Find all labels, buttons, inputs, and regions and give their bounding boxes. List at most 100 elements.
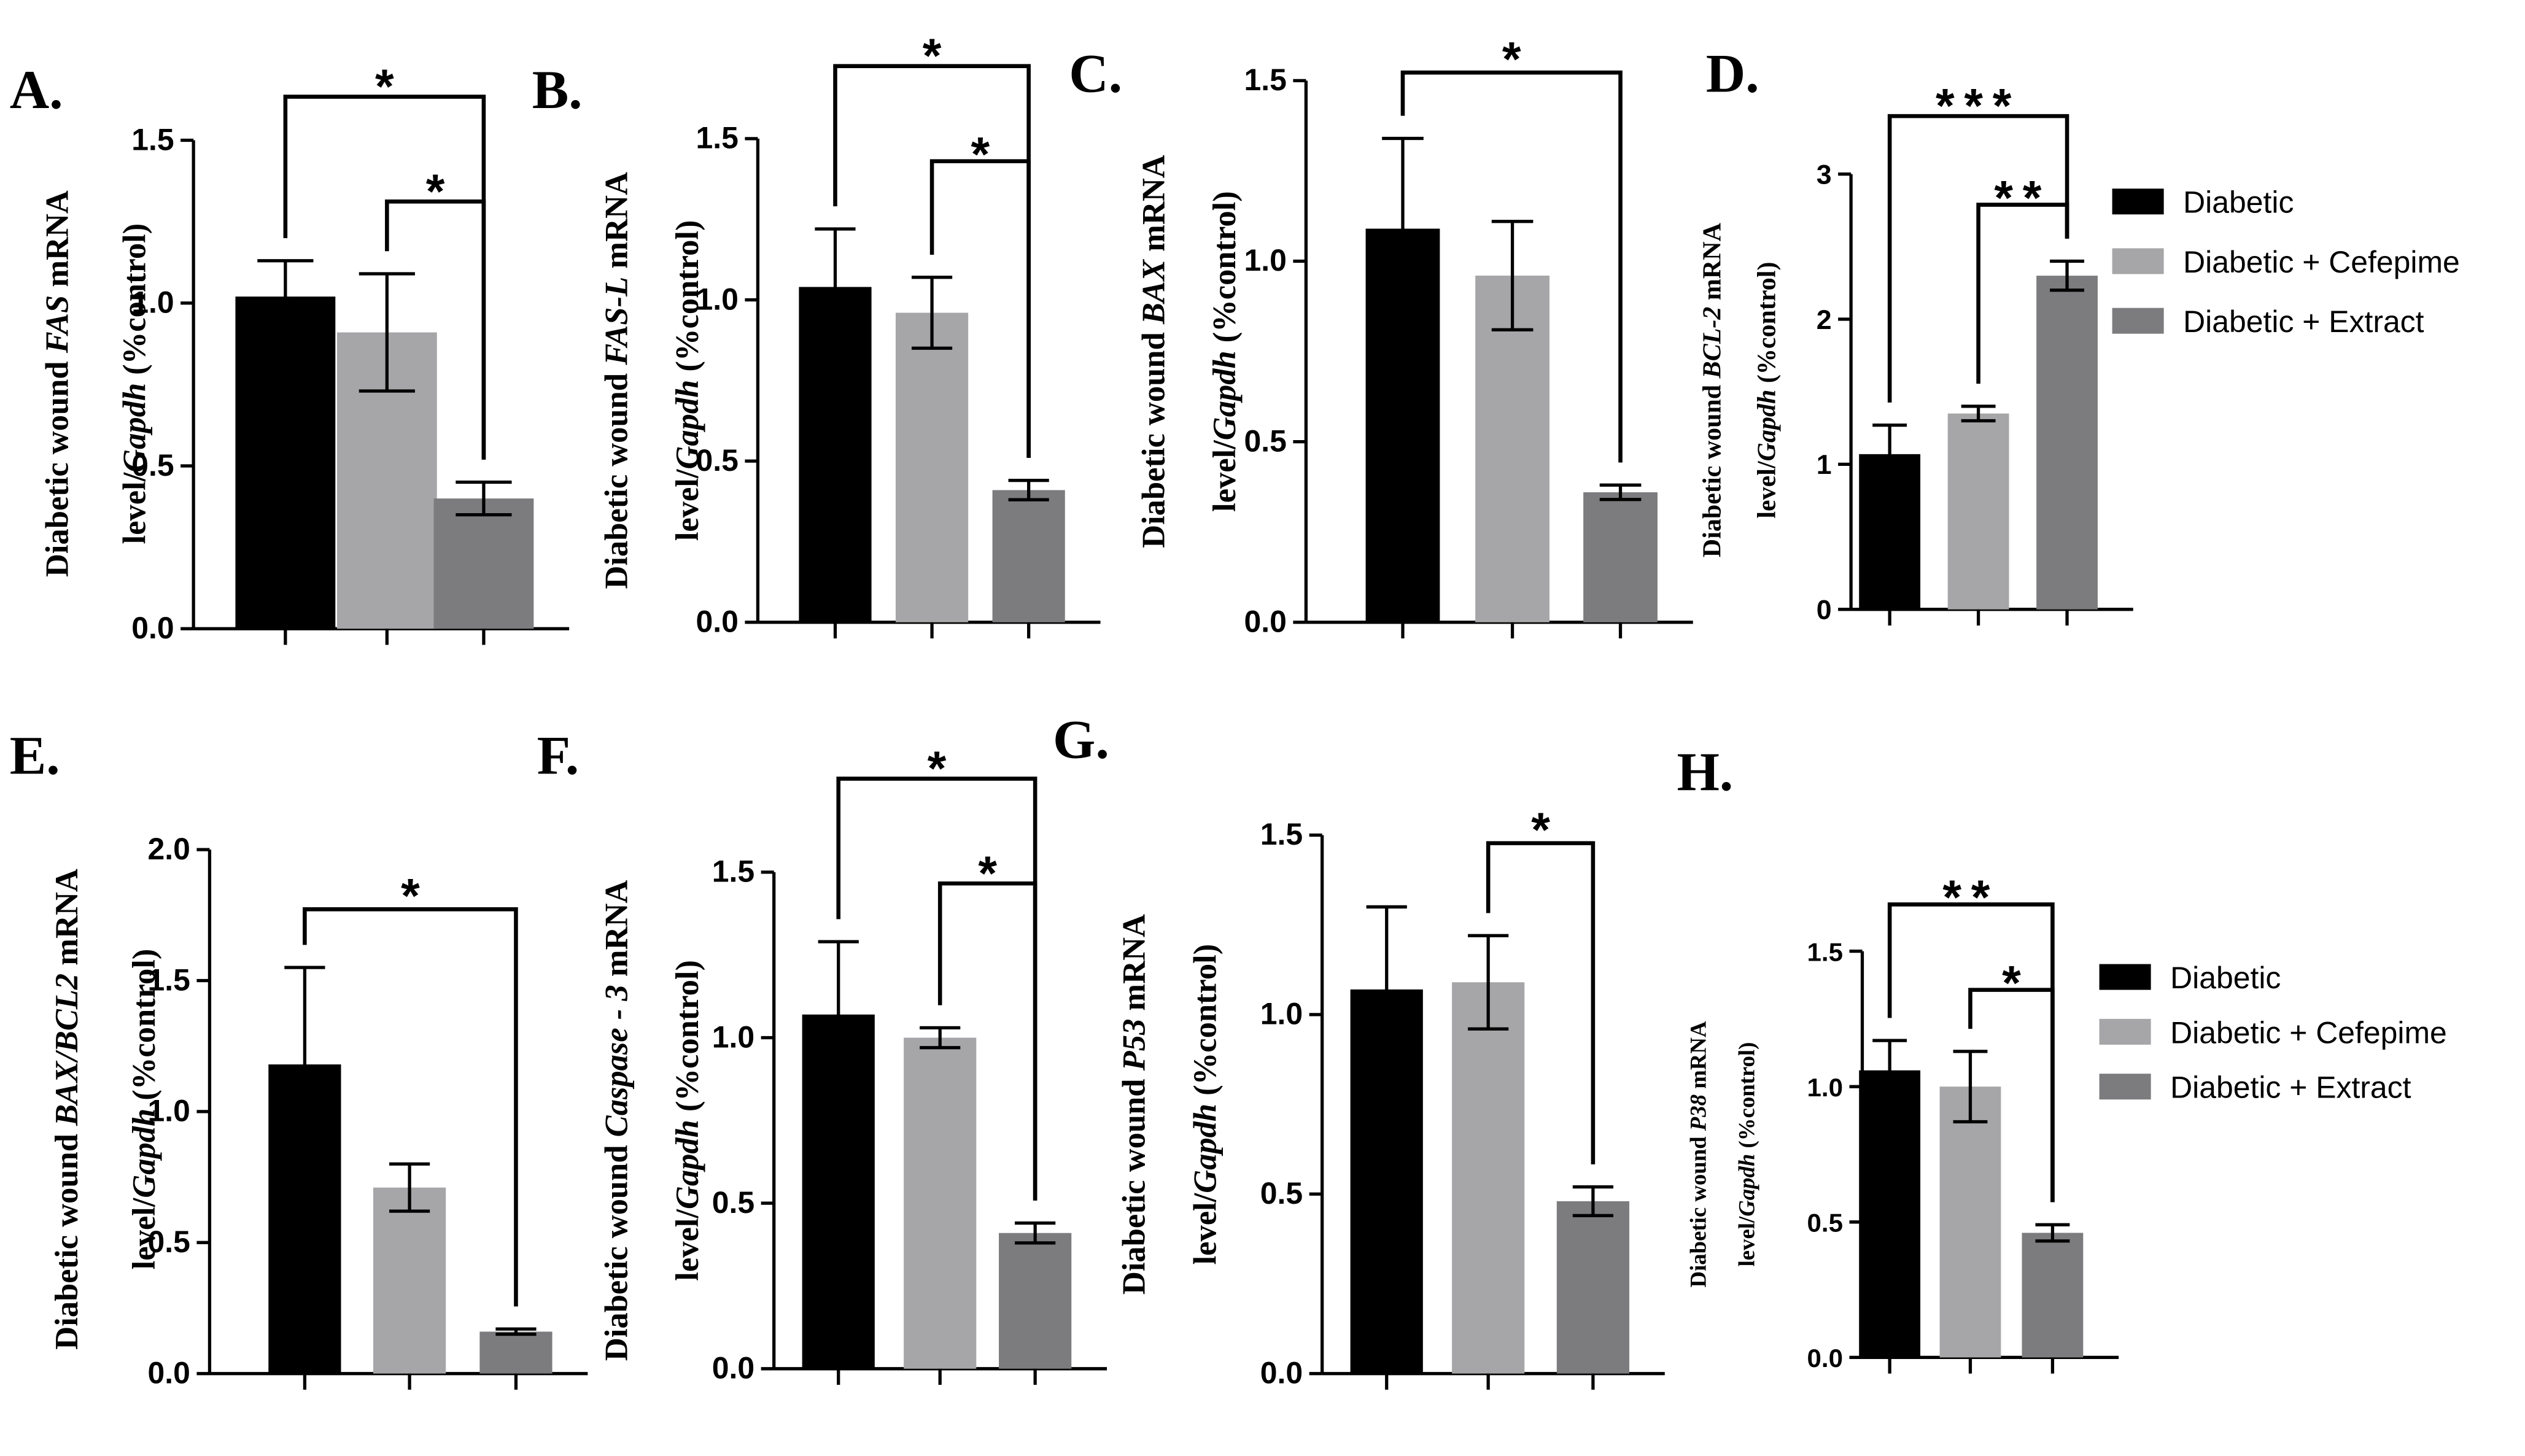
bar bbox=[235, 296, 336, 629]
y-axis-label: level/Gapdh (%control) bbox=[126, 949, 162, 1270]
y-axis-label-part: (%control) bbox=[670, 960, 705, 1120]
y-axis-label-part: (%control) bbox=[670, 220, 705, 380]
y-tick-label: 1.0 bbox=[1244, 243, 1287, 277]
legend-label: Diabetic + Cefepime bbox=[2170, 1015, 2447, 1050]
y-tick-label: 0.5 bbox=[1260, 1176, 1303, 1210]
y-tick-label: 1 bbox=[1817, 450, 1832, 480]
y-axis-label-part: level/ bbox=[670, 1209, 705, 1281]
y-axis-label: level/Gapdh (%control) bbox=[670, 220, 705, 541]
y-tick-label: 1.5 bbox=[1260, 817, 1303, 851]
y-axis-label-part: (%control) bbox=[126, 949, 162, 1109]
y-axis-label-part: (%control) bbox=[1734, 1042, 1759, 1154]
y-axis-label-part: BAX/BCL2 bbox=[49, 974, 85, 1126]
significance-bracket bbox=[1400, 70, 1623, 463]
legend-label: Diabetic + Extract bbox=[2170, 1071, 2411, 1105]
bar bbox=[1939, 1086, 2001, 1358]
chart-panel-f: F. Diabetic wound Caspase - 3 mRNA level/G… bbox=[537, 726, 1107, 1385]
y-axis-label-part: FAS bbox=[39, 295, 75, 354]
y-tick-label: 1.0 bbox=[712, 1020, 754, 1054]
legend-label: Diabetic bbox=[2183, 185, 2294, 220]
y-tick-label: 0.0 bbox=[696, 605, 739, 639]
y-tick-label: 0.5 bbox=[712, 1185, 754, 1220]
significance-label: ** bbox=[1994, 171, 2051, 225]
significance-bracket bbox=[1887, 114, 2069, 403]
y-axis-label: Diabetic wound BAX/BCL2 mRNA bbox=[49, 869, 85, 1350]
y-axis-label-part: P53 bbox=[1117, 1019, 1152, 1072]
bar bbox=[904, 1037, 977, 1369]
bar bbox=[1583, 492, 1658, 622]
y-axis-label: level/Gapdh (%control) bbox=[1734, 1042, 1759, 1267]
chart-panel-a: A. Diabetic wound FAS mRNA level/Gapdh (%c… bbox=[10, 60, 570, 645]
y-axis-label-part: BAX bbox=[1136, 258, 1171, 325]
significance-bracket bbox=[1486, 841, 1596, 1164]
y-tick-label: 0.5 bbox=[131, 448, 174, 482]
chart-panel-b: B. Diabetic wound FAS-L mRNA level/Gapdh (… bbox=[532, 29, 1101, 639]
legend-swatch bbox=[2099, 964, 2151, 990]
y-axis-label-part: (%control) bbox=[1187, 944, 1223, 1104]
significance-bracket bbox=[1976, 203, 2069, 384]
chart-panel-c: C. Diabetic wound BAX mRNA level/Gapdh (%c… bbox=[1069, 32, 1693, 639]
y-axis-label-part: level/ bbox=[126, 1197, 162, 1269]
y-tick-label: 1.5 bbox=[712, 854, 754, 889]
significance-label: * bbox=[1531, 803, 1550, 857]
y-axis-label-part: level/ bbox=[1187, 1192, 1223, 1264]
y-axis-label-part: mRNA bbox=[599, 172, 635, 277]
legend: Diabetic Diabetic + Cefepime Diabetic + Ex… bbox=[2112, 185, 2460, 339]
y-axis-label-part: Diabetic wound bbox=[1136, 324, 1171, 548]
bar bbox=[992, 490, 1065, 622]
y-tick-label: 1.5 bbox=[131, 122, 174, 157]
y-tick-label: 2.0 bbox=[148, 832, 190, 866]
y-axis-label-part: level/ bbox=[1753, 460, 1782, 519]
y-axis-label: Diabetic wound FAS mRNA bbox=[39, 190, 75, 577]
bar bbox=[1475, 276, 1550, 622]
y-axis-label-part: level/ bbox=[1734, 1216, 1759, 1266]
y-tick-label: 0.5 bbox=[696, 443, 739, 478]
y-axis-label: level/Gapdh (%control) bbox=[117, 223, 152, 544]
y-axis-label: level/Gapdh (%control) bbox=[670, 960, 705, 1281]
y-axis-label: Diabetic wound P53 mRNA bbox=[1117, 914, 1152, 1295]
panel-letter: G. bbox=[1053, 709, 1109, 770]
y-axis-label-part: Diabetic wound bbox=[49, 1126, 85, 1350]
y-tick-label: 0.0 bbox=[1244, 605, 1287, 639]
bar bbox=[1859, 1070, 1921, 1358]
chart-panel-d: D. Diabetic wound BCL-2 mRNA level/Gapdh (… bbox=[1698, 44, 2133, 626]
y-tick-label: 0.5 bbox=[1807, 1209, 1843, 1237]
y-tick-label: 0.0 bbox=[1260, 1355, 1303, 1390]
bar bbox=[1452, 982, 1525, 1374]
y-axis-label-part: mRNA bbox=[49, 869, 85, 974]
y-axis-label-part: Diabetic wound bbox=[599, 1137, 635, 1361]
y-tick-label: 1.5 bbox=[148, 962, 190, 997]
chart-panel-e: E. Diabetic wound BAX/BCL2 mRNA level/Gapd… bbox=[10, 726, 588, 1390]
y-tick-label: 1.5 bbox=[1807, 937, 1843, 966]
y-axis-label: Diabetic wound Caspase - 3 mRNA bbox=[599, 880, 635, 1361]
y-axis-label-part: Gapdh bbox=[670, 1120, 705, 1209]
y-axis-label-part: BCL-2 bbox=[1698, 307, 1726, 379]
y-axis-label-part: mRNA bbox=[1698, 222, 1726, 306]
panel-letter: D. bbox=[1706, 44, 1759, 104]
legend-label: Diabetic + Extract bbox=[2183, 304, 2424, 339]
y-axis-label-part: mRNA bbox=[1686, 1021, 1711, 1094]
y-tick-label: 0.0 bbox=[148, 1355, 190, 1390]
panel-letter: A. bbox=[10, 60, 63, 120]
y-tick-label: 1.5 bbox=[1244, 63, 1287, 97]
legend-swatch bbox=[2099, 1018, 2151, 1045]
panel-letter: B. bbox=[532, 60, 583, 120]
bar bbox=[1947, 413, 2009, 610]
significance-label: * bbox=[923, 29, 942, 83]
bar bbox=[2036, 276, 2098, 610]
significance-label: * bbox=[1502, 32, 1521, 86]
y-axis-label-part: Gapdh bbox=[1187, 1104, 1223, 1193]
chart-panel-g: G. Diabetic wound P53 mRNA level/Gapdh (%c… bbox=[1053, 709, 1665, 1390]
significance-label: * bbox=[971, 127, 990, 181]
y-axis-label: Diabetic wound P38 mRNA bbox=[1686, 1021, 1711, 1287]
panel-letter: E. bbox=[10, 726, 60, 786]
bar bbox=[2022, 1233, 2084, 1358]
y-axis-label-part: FAS-L bbox=[599, 277, 635, 366]
y-tick-label: 1.0 bbox=[148, 1094, 190, 1128]
bar bbox=[479, 1331, 553, 1374]
y-axis-label: Diabetic wound BCL-2 mRNA bbox=[1698, 222, 1726, 557]
y-axis-label-part: Diabetic wound bbox=[1686, 1131, 1711, 1287]
y-axis-label-part: Gapdh bbox=[126, 1109, 162, 1198]
y-axis-label-part: mRNA bbox=[599, 880, 635, 985]
legend-swatch bbox=[2112, 188, 2164, 215]
